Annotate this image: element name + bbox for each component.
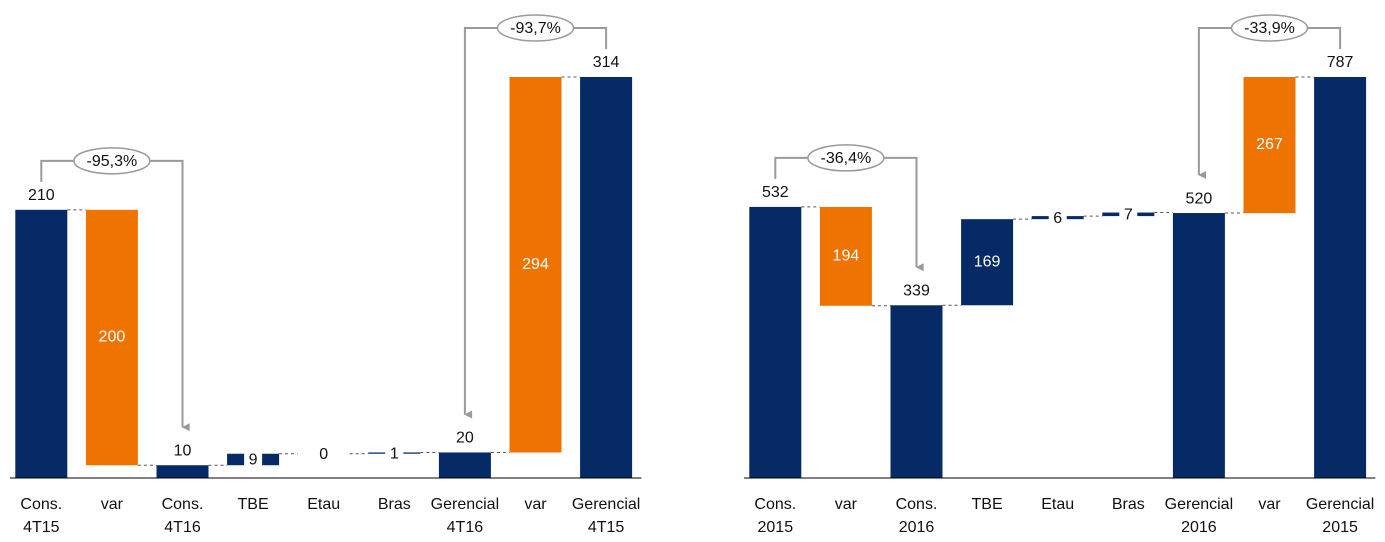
value-label: 9 [249, 452, 258, 469]
value-label: 10 [174, 442, 192, 459]
bar [961, 219, 1014, 306]
value-label: 294 [522, 256, 549, 273]
x-tick-label: Cons. [20, 496, 62, 513]
value-label: 7 [1124, 207, 1133, 224]
label-bg [1119, 204, 1138, 225]
bar [85, 209, 138, 466]
x-tick-label: Cons. [162, 496, 204, 513]
bar [438, 452, 491, 478]
value-label: 6 [1053, 210, 1062, 227]
bar [1314, 77, 1367, 478]
bar [1172, 213, 1225, 478]
value-label: 0 [319, 446, 328, 463]
value-label: 194 [833, 248, 860, 265]
bar [749, 206, 802, 478]
x-tick-label: 4T16 [447, 519, 484, 536]
annotation: -33,9% [1244, 20, 1295, 37]
x-tick-label: var [835, 496, 858, 513]
x-tick-label: 2016 [899, 519, 935, 536]
value-label: 169 [974, 253, 1001, 270]
x-tick-label: var [101, 496, 124, 513]
x-tick-label: Bras [1112, 496, 1145, 513]
annotation-bubble [73, 147, 151, 175]
x-tick-label: Bras [378, 496, 411, 513]
x-tick-label: 4T16 [164, 519, 201, 536]
x-tick-label: 4T15 [588, 519, 625, 536]
bar [15, 209, 68, 478]
x-tick-label: Gerencial [431, 496, 499, 513]
label-bg [244, 449, 263, 470]
x-tick-label: 2015 [1322, 519, 1358, 536]
bar [580, 77, 633, 478]
x-tick-label: TBE [972, 496, 1003, 513]
value-label: 200 [99, 329, 126, 346]
x-tick-label: Cons. [896, 496, 938, 513]
x-tick-label: var [524, 496, 547, 513]
bar [156, 465, 209, 478]
annotation-bubble [1230, 14, 1309, 42]
x-tick-label: var [1258, 496, 1281, 513]
annotation: -95,3% [87, 153, 138, 170]
value-label: 1 [390, 445, 399, 462]
value-label: 520 [1186, 190, 1213, 207]
label-bg [1048, 207, 1067, 228]
value-label: 339 [903, 282, 930, 299]
x-tick-label: Gerencial [1306, 496, 1374, 513]
label-bg [385, 443, 404, 464]
bar [509, 77, 562, 453]
annotation-bubble [807, 144, 885, 172]
annotation: -93,7% [510, 20, 561, 37]
x-tick-label: Gerencial [1165, 496, 1233, 513]
value-label: 267 [1256, 136, 1283, 153]
x-tick-label: 2016 [1181, 519, 1217, 536]
label-bg [314, 443, 333, 464]
x-tick-label: TBE [238, 496, 269, 513]
value-label: 532 [762, 184, 789, 201]
bar [819, 206, 872, 306]
x-tick-label: Etau [307, 496, 340, 513]
annotation-bubble [496, 14, 575, 42]
bar [1243, 77, 1296, 214]
value-label: 314 [593, 54, 620, 71]
value-label: 20 [456, 430, 474, 447]
x-tick-label: Gerencial [572, 496, 640, 513]
x-tick-label: 2015 [758, 519, 794, 536]
bar [890, 305, 943, 478]
annotation: -36,4% [821, 150, 872, 167]
x-tick-label: Cons. [754, 496, 796, 513]
x-tick-label: 4T15 [23, 519, 60, 536]
value-label: 787 [1327, 54, 1354, 71]
x-tick-label: Etau [1041, 496, 1074, 513]
value-label: 210 [28, 187, 55, 204]
